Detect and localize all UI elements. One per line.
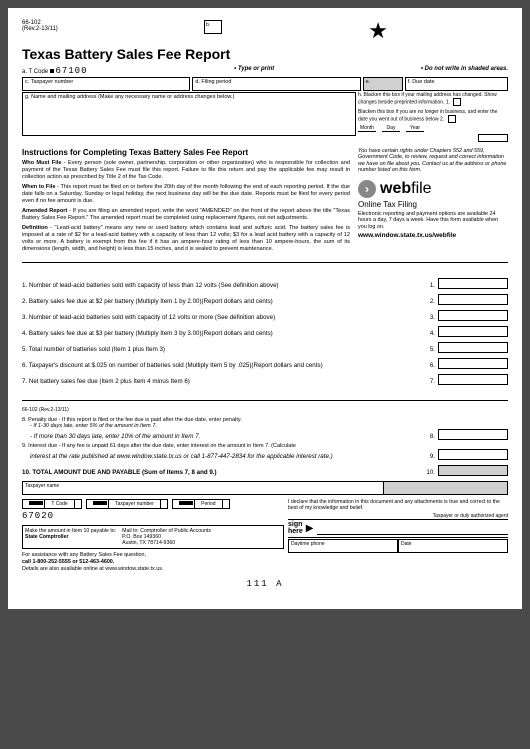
instructions-heading: Instructions for Completing Texas Batter… <box>22 148 350 158</box>
instructions: Instructions for Completing Texas Batter… <box>22 148 350 256</box>
filing-period-field[interactable]: d. Filing period <box>192 77 360 91</box>
amend-text: - If you are filing an amended report, w… <box>22 208 350 221</box>
line-3-text: 3. Number of lead-acid batteries sold wi… <box>22 314 425 321</box>
address-row: g. Name and mailing address (Make any ne… <box>22 92 508 142</box>
batch-code: 111 A <box>22 579 508 589</box>
webfile-brand: webfile <box>380 180 432 198</box>
header-fields: c. Taxpayer number d. Filing period e. f… <box>22 77 508 91</box>
bottom-left: T Code Taxpayer number Period 67020 Make… <box>22 499 284 573</box>
tcode-value: 67100 <box>55 66 87 76</box>
out-of-business-checkbox[interactable] <box>448 115 456 123</box>
no-shade-note: Do not write in shaded areas. <box>421 66 508 76</box>
line-1-box[interactable] <box>438 278 508 289</box>
webfile-subtitle: Online Tax Filing <box>358 200 508 209</box>
addr-change-checkbox[interactable] <box>453 98 461 106</box>
month-slot[interactable]: Month <box>358 125 376 132</box>
pay-to: Make the amount in Item 10 payable to: S… <box>25 528 116 546</box>
line-6-box[interactable] <box>438 358 508 369</box>
shaded-cell <box>384 482 507 494</box>
due-date-field[interactable]: f. Due date <box>405 77 508 91</box>
line-4-text: 4. Battery sales fee due at $3 per batte… <box>22 330 425 337</box>
form-id: 66-102 (Rev.2-13/11) <box>22 20 58 32</box>
declaration: I declare that the information in this d… <box>288 499 508 511</box>
amend-label: Amended Report <box>22 208 67 214</box>
divider <box>22 262 508 263</box>
line-8c: - If more than 30 days late, enter 10% o… <box>22 433 425 440</box>
assistance: For assistance with any Battery Sales Fe… <box>22 552 284 573</box>
line-3-box[interactable] <box>438 310 508 321</box>
address-box[interactable]: g. Name and mailing address (Make any ne… <box>22 92 356 136</box>
type-or-print: Type or print <box>234 66 274 76</box>
line-9-block: 9. Interest due - If any fee is unpaid 6… <box>22 443 508 460</box>
side-panel: You have certain rights under Chapters 5… <box>358 148 508 256</box>
day-slot[interactable]: Day <box>382 125 400 132</box>
line-1-text: 1. Number of lead-acid batteries sold wi… <box>22 282 425 289</box>
top-row: 66-102 (Rev.2-13/11) b. ★ <box>22 20 508 42</box>
code2-value: 67020 <box>22 511 284 521</box>
line-items: 1. Number of lead-acid batteries sold wi… <box>22 269 508 394</box>
rights-note: You have certain rights under Chapters 5… <box>358 148 508 174</box>
sign-row: signhere ▶ <box>288 519 508 538</box>
star-icon: ★ <box>368 20 388 42</box>
line-10: 10. TOTAL AMOUNT DUE AND PAYABLE (Sum of… <box>22 465 508 476</box>
line-8-box[interactable] <box>438 429 508 440</box>
webfile-icon: › <box>358 180 376 198</box>
date-field[interactable]: Date <box>398 539 508 553</box>
line-2-box[interactable] <box>438 294 508 305</box>
bottom-right: I declare that the information in this d… <box>288 499 508 573</box>
who-label: Who Must File <box>22 160 61 166</box>
form-rev-2: 66-102 (Rev.2-13/11) <box>22 407 508 413</box>
checkbox-area: h. Blacken this box if your mailing addr… <box>358 92 508 142</box>
phone-field[interactable]: Daytime phone <box>288 539 398 553</box>
line-9b: interest at the rate published at www.wi… <box>22 453 425 460</box>
sig-cells: Daytime phone Date <box>288 539 508 553</box>
when-label: When to File <box>22 184 55 190</box>
def-text: - "Lead-acid battery" means any new or u… <box>22 225 350 252</box>
form-page: 66-102 (Rev.2-13/11) b. ★ Texas Battery … <box>8 8 522 609</box>
field-e: e. <box>363 77 403 91</box>
out-box <box>358 134 508 142</box>
line-8-block: 8. Penalty due - If this report is filed… <box>22 417 508 440</box>
taxpayer-name-field[interactable]: Taxpayer name <box>23 482 384 494</box>
def-label: Definition <box>22 225 48 231</box>
addr-change-note: h. Blacken this box if your mailing addr… <box>358 92 508 106</box>
header-notes: a. T Code 67100 Type or print Do not wri… <box>22 66 508 76</box>
line-10-box[interactable] <box>438 465 508 476</box>
taxpayer-number-field[interactable]: c. Taxpayer number <box>22 77 190 91</box>
small-box: b. <box>204 20 222 34</box>
taxpayer-name-row: Taxpayer name <box>22 481 508 495</box>
form-rev: (Rev.2-13/11) <box>22 26 58 32</box>
bottom-block: T Code Taxpayer number Period 67020 Make… <box>22 499 508 573</box>
line-6-text: 6. Taxpayer's discount at $.025 on numbe… <box>22 362 425 369</box>
webfile-url: www.window.state.tx.us/webfile <box>358 232 508 239</box>
payment-box: Make the amount in Item 10 payable to: S… <box>22 525 284 549</box>
line-4-box[interactable] <box>438 326 508 337</box>
signature-line[interactable] <box>317 523 509 535</box>
year-slot[interactable]: Year <box>406 125 424 132</box>
codes-row: T Code Taxpayer number Period <box>22 499 284 509</box>
line-7-text: 7. Net battery sales fee due (Item 2 plu… <box>22 378 425 385</box>
line-10-text: 10. TOTAL AMOUNT DUE AND PAYABLE (Sum of… <box>22 469 425 476</box>
out-of-business-note: Blacken this box if you are no longer in… <box>358 109 508 123</box>
who-text: - Every person (sole owner, partnership,… <box>22 160 350 180</box>
instructions-row: Instructions for Completing Texas Batter… <box>22 148 508 256</box>
webfile-badge: › webfile <box>358 180 508 198</box>
when-text: - This report must be filed on or before… <box>22 184 350 204</box>
line-5-box[interactable] <box>438 342 508 353</box>
divider-2 <box>22 400 508 401</box>
mail-to: Mail to: Comptroller of Public Accounts … <box>122 528 211 546</box>
sign-label: signhere <box>288 522 303 535</box>
date-slots: Month Day Year <box>358 125 508 132</box>
line-9-box[interactable] <box>438 449 508 460</box>
page-title: Texas Battery Sales Fee Report <box>22 46 508 62</box>
line-7-box[interactable] <box>438 374 508 385</box>
address-label: g. Name and mailing address (Make any ne… <box>25 94 234 100</box>
line-5-text: 5. Total number of batteries sold (Item … <box>22 346 425 353</box>
sign-arrow-icon: ▶ <box>306 523 314 534</box>
a-label: a. T Code <box>22 69 48 75</box>
webfile-desc: Electronic reporting and payment options… <box>358 211 508 230</box>
line-2-text: 2. Battery sales fee due at $2 per batte… <box>22 298 425 305</box>
